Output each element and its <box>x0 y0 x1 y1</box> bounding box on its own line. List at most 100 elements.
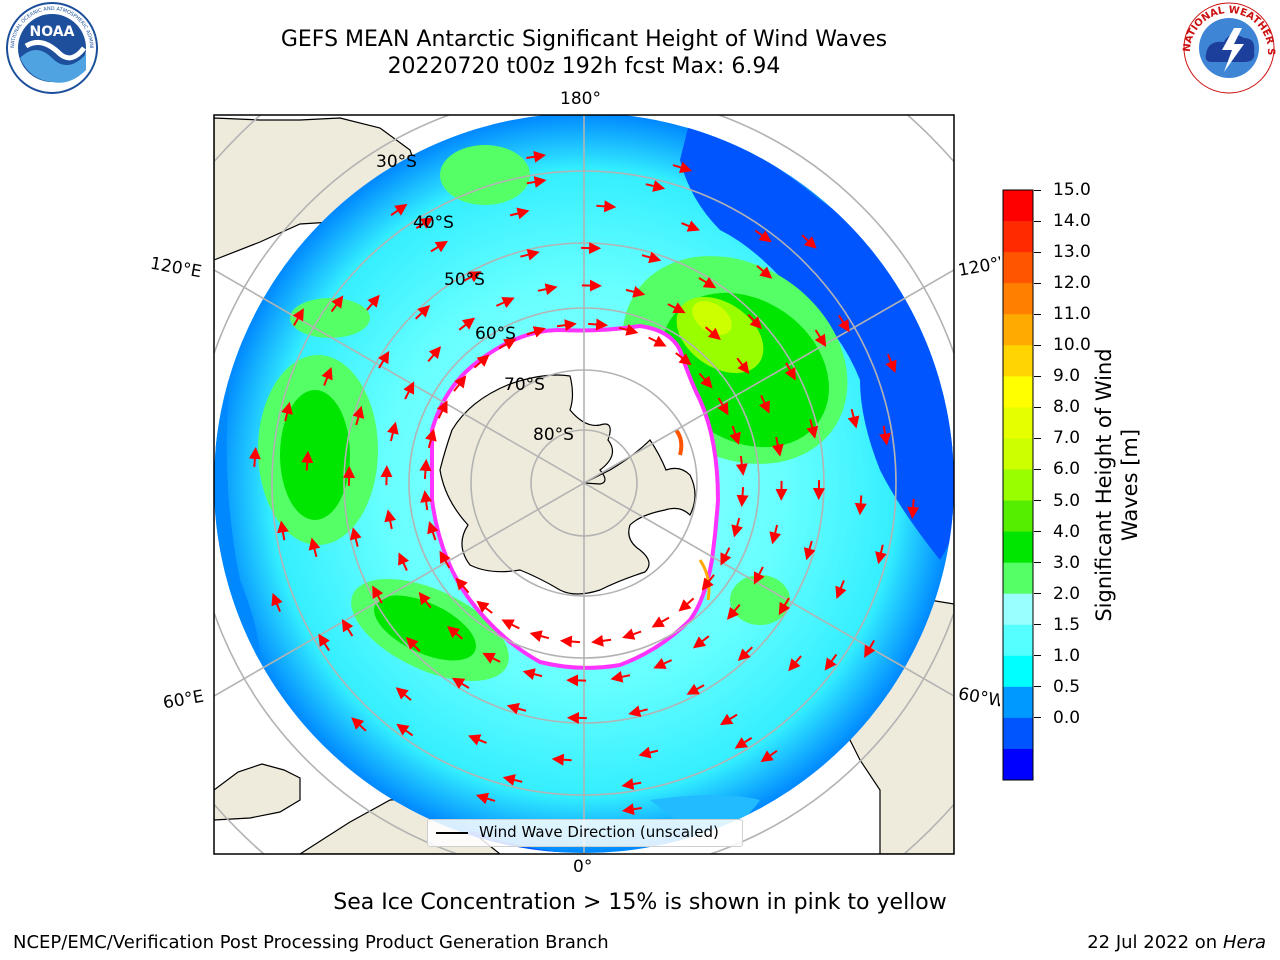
wind-arrow <box>425 428 437 449</box>
sea-ice-note: Sea Ice Concentration > 15% is shown in … <box>333 890 947 915</box>
wind-arrow <box>526 150 547 163</box>
wind-arrow <box>771 436 784 457</box>
colorbar-tick-mark <box>1034 655 1041 657</box>
wind-arrow <box>475 792 496 805</box>
colorbar-segment <box>1003 345 1033 377</box>
wind-arrow <box>678 597 695 612</box>
map-frame <box>213 114 955 855</box>
wind-arrow <box>398 552 410 572</box>
wind-arrow <box>667 302 686 314</box>
colorbar-segment <box>1003 531 1033 564</box>
noaa-logo: NOAA NATIONAL OCEANIC AND ATMOSPHERIC AD… <box>0 0 98 94</box>
wind-arrow <box>686 683 705 695</box>
wind-arrow <box>641 251 662 264</box>
wind-arrow <box>814 329 827 347</box>
wind-arrow <box>875 544 887 565</box>
colorbar-tick-mark <box>1034 251 1041 253</box>
wind-arrow <box>885 354 897 373</box>
wind-arrow <box>729 425 741 445</box>
wind-arrow <box>645 180 666 192</box>
lat-label-30s: 30°S <box>376 152 417 172</box>
wind-arrow <box>537 283 558 296</box>
colorbar-tick-label: 10.0 <box>1053 335 1091 356</box>
lat-label-80s: 80°S <box>533 425 574 445</box>
wind-arrow <box>610 670 631 683</box>
wind-arrow <box>349 527 362 547</box>
lat-label-40s: 40°S <box>413 213 454 233</box>
wind-arrow <box>907 498 920 519</box>
colorbar-tick-label: 8.0 <box>1053 397 1081 418</box>
wind-arrow <box>281 401 293 422</box>
colorbar-segment <box>1003 469 1033 502</box>
lon-label-60w-clip: 60°W <box>954 682 1000 722</box>
colorbar-segment <box>1003 562 1033 595</box>
wind-arrow <box>509 207 530 220</box>
colorbar-label: Significant Height of Wind Waves [m] <box>1092 348 1142 622</box>
wind-arrow <box>372 585 384 604</box>
colorbar-border <box>1002 189 1034 781</box>
wind-arrow <box>341 619 354 637</box>
colorbar-tick-label: 1.0 <box>1053 645 1081 666</box>
colorbar-tick-mark <box>1034 282 1041 284</box>
colorbar-tick-mark <box>1034 686 1041 688</box>
colorbar-tick-label: 9.0 <box>1053 366 1081 387</box>
wind-arrow <box>418 591 432 609</box>
wind-arrow <box>301 450 314 471</box>
wind-arrows <box>248 150 920 816</box>
colorbar-tick-label: 2.0 <box>1053 583 1081 604</box>
colorbar-tick-mark <box>1034 468 1041 470</box>
wind-arrow <box>495 297 515 309</box>
wind-arrow <box>468 734 487 746</box>
wind-arrow <box>854 495 867 516</box>
svg-text:NOAA: NOAA <box>30 24 75 40</box>
colorbar-segment <box>1003 407 1033 439</box>
wind-arrow <box>803 540 816 561</box>
wind-arrow <box>556 319 577 332</box>
wind-arrow <box>704 326 721 341</box>
lon-label-0: 0° <box>573 857 593 877</box>
colorbar-tick-label: 14.0 <box>1053 211 1091 232</box>
wind-arrow <box>753 566 765 585</box>
colorbar-tick-mark <box>1034 406 1041 408</box>
low-wave-region <box>680 120 954 560</box>
wind-arrow <box>559 635 580 648</box>
wind-arrow <box>638 746 659 759</box>
colorbar-tick-label: 6.0 <box>1053 459 1081 480</box>
wind-arrow <box>769 524 781 545</box>
wind-arrow <box>701 574 715 591</box>
wind-arrow <box>455 577 470 594</box>
colorbar-tick-label: 5.0 <box>1053 490 1081 511</box>
wind-arrow <box>672 161 693 174</box>
wind-arrow <box>318 633 330 652</box>
colorbar-segment <box>1003 686 1033 719</box>
wind-arrow <box>453 375 467 392</box>
colorbar-tick-label: 15.0 <box>1053 180 1091 200</box>
lat-label-50s: 50°S <box>444 270 485 290</box>
wind-arrow <box>651 616 670 628</box>
colorbar-tick-label: 1.5 <box>1053 614 1081 635</box>
wind-arrow <box>451 677 470 690</box>
wind-arrow <box>675 352 692 366</box>
wind-arrow <box>415 217 434 229</box>
wind-arrow <box>879 425 891 446</box>
wind-arrow <box>681 220 700 232</box>
wind-arrow <box>864 640 876 658</box>
colorbar-tick-mark <box>1034 717 1041 719</box>
wind-arrow <box>720 713 738 726</box>
lon-label-60w: 60°W <box>956 684 1000 712</box>
wind-arrow <box>698 276 717 289</box>
colorbar-tick-mark <box>1034 531 1041 533</box>
wind-arrow <box>396 723 414 737</box>
colorbar-segment <box>1003 221 1033 253</box>
wind-arrow <box>387 421 399 442</box>
wind-arrow <box>405 636 421 652</box>
wind-arrow <box>622 628 642 640</box>
wind-arrow <box>526 176 547 188</box>
colorbar-tick-mark <box>1034 500 1041 502</box>
wind-arrow <box>735 455 748 476</box>
colorbar <box>1002 189 1034 781</box>
colorbar-segment <box>1003 314 1033 346</box>
wind-arrow <box>415 304 431 320</box>
wind-arrow <box>847 408 860 429</box>
wind-arrow <box>760 749 778 763</box>
